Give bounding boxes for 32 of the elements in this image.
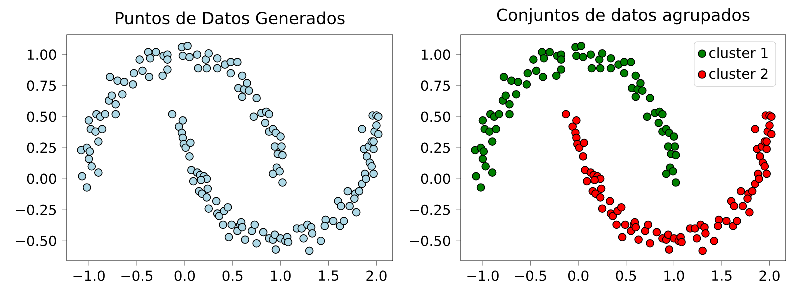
y-tick-label: 0.75 xyxy=(421,80,450,92)
y-tick-label: 0.00 xyxy=(421,174,450,184)
chart-title: Puntos de Datos Generados xyxy=(116,12,345,25)
y-tick-label: 0.50 xyxy=(27,112,56,122)
y-tick-label: 0.50 xyxy=(421,112,450,122)
x-tick-label: 0.5 xyxy=(222,270,243,282)
y-tick-label: 0.25 xyxy=(421,142,450,154)
x-tick-label: 2.0 xyxy=(760,270,780,282)
x-tick-label: 1.0 xyxy=(271,270,291,282)
y-tick-label: 0.00 xyxy=(27,174,56,184)
y-tick-label: −0.25 xyxy=(410,204,450,216)
x-tick-label: 1.5 xyxy=(712,270,732,282)
y-tick-label: 1.00 xyxy=(422,50,450,60)
x-tick-label: 2.0 xyxy=(366,270,387,282)
legend-label: cluster 2 xyxy=(710,68,768,80)
legend-label: cluster 1 xyxy=(710,48,768,58)
y-tick-label: 1.00 xyxy=(28,50,56,60)
x-tick-label: 1.5 xyxy=(319,270,339,282)
x-tick-label: 0.0 xyxy=(174,270,196,282)
x-tick-label: 0.5 xyxy=(616,270,636,282)
x-tick-label: 1.0 xyxy=(664,270,684,282)
y-tick-label: 0.75 xyxy=(27,80,56,92)
x-tick-label: −1.0 xyxy=(74,270,105,282)
y-tick-label: −0.25 xyxy=(16,204,56,216)
x-tick-label: −0.5 xyxy=(122,270,153,282)
x-tick-label: −1.0 xyxy=(468,270,499,282)
y-tick-label: −0.50 xyxy=(410,236,450,246)
chart-title: Conjuntos de datos agrupados xyxy=(497,8,750,25)
x-tick-label: 0.0 xyxy=(568,270,589,282)
y-tick-label: 0.25 xyxy=(27,142,56,154)
y-tick-label: −0.50 xyxy=(16,236,56,246)
x-tick-label: −0.5 xyxy=(515,270,546,282)
